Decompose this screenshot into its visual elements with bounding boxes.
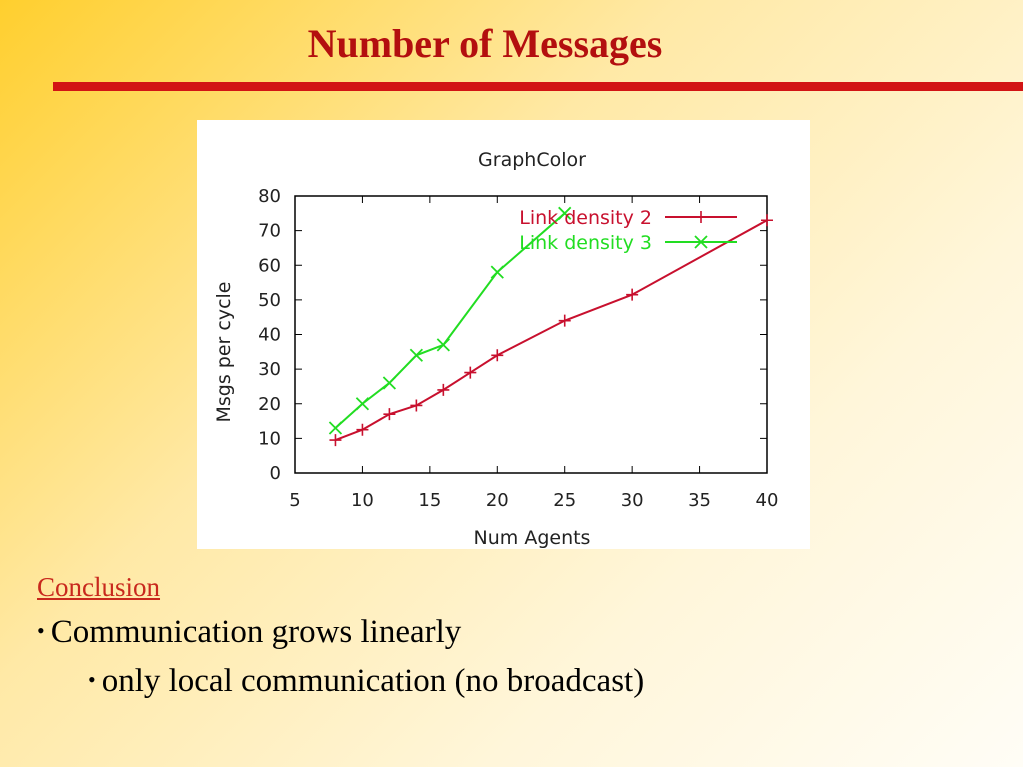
data-point — [558, 206, 572, 220]
y-tick-label: 70 — [258, 221, 281, 242]
data-point — [329, 434, 342, 447]
y-tick-label: 20 — [258, 394, 281, 415]
bullet-text: Communication grows linearly — [50, 614, 462, 650]
bullet-icon: • — [37, 618, 45, 643]
data-point — [409, 348, 424, 362]
legend-entry: Link density 3 — [519, 232, 737, 254]
y-tick-label: 0 — [270, 463, 281, 484]
data-point — [464, 366, 477, 379]
conclusion-heading: Conclusion — [37, 572, 161, 602]
x-tick-label: 10 — [351, 490, 374, 511]
y-tick-label: 80 — [258, 186, 281, 207]
series-2 — [328, 206, 572, 435]
series-1 — [329, 214, 773, 447]
data-point — [355, 397, 370, 411]
data-point — [490, 265, 504, 279]
data-point — [328, 421, 343, 435]
slide-title: Number of Messages — [307, 21, 663, 66]
y-tick-label: 60 — [258, 255, 281, 276]
legend-marker — [694, 235, 708, 249]
bullet-icon: • — [88, 667, 96, 692]
y-axis-label: Msgs per cycle — [213, 282, 235, 423]
x-tick-label: 5 — [289, 490, 300, 511]
line-chart: GraphColor Num Agents Msgs per cycle 5 10… — [213, 149, 779, 549]
title-divider — [53, 82, 1023, 91]
sub-bullet-text: only local communication (no broadcast) — [101, 663, 645, 699]
sub-bullet-item: • only local communication (no broadcast) — [88, 663, 644, 700]
data-point — [356, 423, 369, 436]
data-point — [626, 288, 639, 301]
data-point — [410, 399, 423, 412]
data-point — [382, 376, 397, 390]
data-point — [558, 314, 571, 327]
data-point — [491, 349, 504, 362]
y-tick-label: 50 — [258, 290, 281, 311]
bullet-item: • Communication grows linearly — [37, 614, 461, 651]
x-tick-label: 15 — [418, 490, 441, 511]
legend-label: Link density 3 — [519, 232, 652, 254]
x-tick-label: 25 — [553, 490, 576, 511]
series-line — [335, 219, 768, 442]
legend-label: Link density 2 — [519, 207, 652, 229]
data-point — [383, 408, 396, 421]
x-axis-label: Num Agents — [474, 527, 591, 549]
x-tick-label: 40 — [756, 490, 779, 511]
x-tick-label: 35 — [688, 490, 711, 511]
chart-panel: GraphColor Num Agents Msgs per cycle 5 10… — [197, 120, 810, 549]
data-point — [761, 214, 773, 227]
legend-marker — [695, 211, 707, 223]
data-point — [437, 383, 450, 396]
x-tick-label: 20 — [486, 490, 509, 511]
data-point — [436, 338, 450, 352]
y-tick-label: 40 — [258, 325, 281, 346]
x-tick-label: 30 — [621, 490, 644, 511]
legend-entry: Link density 2 — [519, 207, 737, 229]
y-tick-label: 30 — [258, 359, 281, 380]
chart-title: GraphColor — [478, 149, 586, 171]
y-tick-label: 10 — [258, 428, 281, 449]
